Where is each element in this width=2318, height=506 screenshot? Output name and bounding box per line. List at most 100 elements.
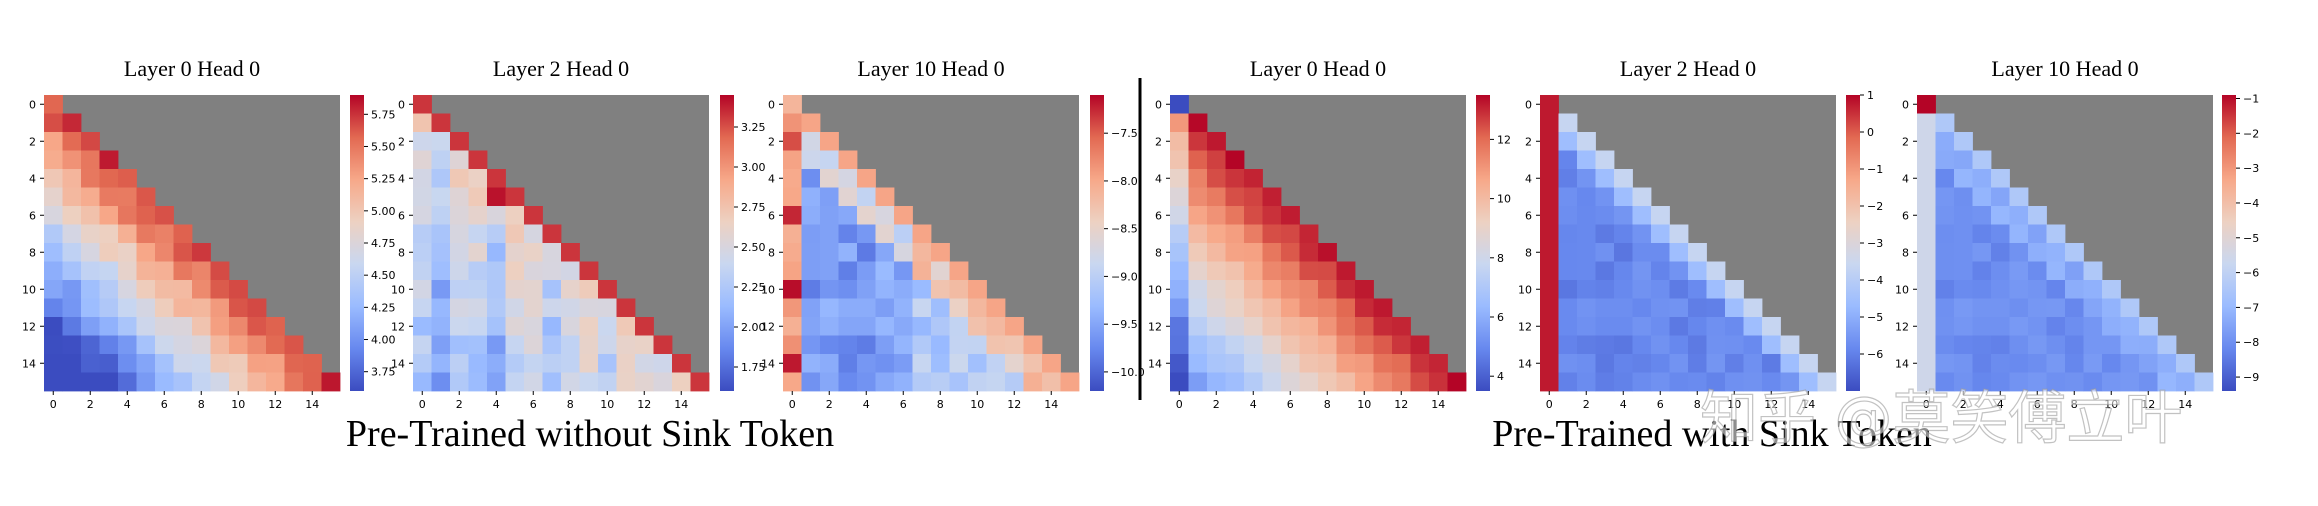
heatmap-cell [616,354,636,373]
x-tick-label: 2 [1213,398,1220,411]
colorbar-tick-label: 3.25 [741,121,766,134]
heatmap-cell [413,132,432,151]
heatmap-cell [783,206,802,225]
heatmap-cell [2046,317,2066,336]
heatmap-cell [1614,243,1633,262]
heatmap-cell [44,243,63,262]
heatmap-cell [1577,187,1596,207]
heatmap-cell [820,206,839,225]
heatmap-cell [62,298,82,318]
heatmap-cell [487,187,506,207]
heatmap-cell [875,243,895,262]
heatmap-cell [1207,206,1226,225]
heatmap-cell [875,280,895,299]
heatmap-cell [1281,372,1300,392]
heatmap-cell [1991,317,2010,336]
heatmap-cell [431,224,451,244]
y-tick-label: 10 [1518,283,1532,296]
heatmap-cell [1244,317,1263,336]
x-tick-label: 12 [1764,398,1778,411]
heatmap-cell [1262,354,1282,373]
heatmap-cell [44,317,63,336]
heatmap-cell [1577,261,1596,281]
heatmap-cell [1651,206,1670,225]
heatmap-cell [450,280,469,299]
heatmap-cell [1954,206,1973,225]
heatmap-cell [1614,169,1633,188]
heatmap-cell [931,280,950,299]
x-tick-label: 12 [1394,398,1408,411]
heatmap-cell [857,317,876,336]
colorbar [1846,95,1860,391]
heatmap-cell [1188,317,1208,336]
heatmap-cell [1577,298,1596,318]
heatmap-cell [1188,169,1208,188]
heatmap-cell [1991,261,2010,281]
colorbar-tick-label: 4 [1497,370,1504,383]
x-tick-label: 10 [970,398,984,411]
heatmap-cell [1429,354,1448,373]
x-tick-label: 10 [2104,398,2118,411]
heatmap-cell [1558,298,1578,318]
heatmap-cell [505,372,525,392]
heatmap-cell [912,335,932,355]
heatmap-cell [1244,169,1263,188]
heatmap-cell [1281,224,1300,244]
heatmap-cell [505,206,525,225]
heatmap-cell [1762,317,1781,336]
heatmap-cell [44,354,63,373]
heatmap-cell [2065,261,2084,281]
heatmap-cell [1355,317,1374,336]
heatmap-cell [949,317,969,336]
heatmap-cell [81,298,100,318]
heatmap-cell [894,317,913,336]
heatmap-cell [1651,354,1670,373]
heatmap-cell [321,372,341,392]
heatmap-cell [1558,261,1578,281]
heatmap-cell [229,335,248,355]
heatmap-cell [431,187,451,207]
heatmap-cell [1225,206,1245,225]
heatmap-cell [1972,169,1992,188]
heatmap-cell [1299,335,1319,355]
heatmap-cell [1991,224,2010,244]
y-tick-label: 12 [1148,320,1162,333]
heatmap-cell [1540,298,1559,318]
heatmap-cell [1207,187,1226,207]
heatmap-cell [561,372,580,392]
heatmap-cell [81,372,100,392]
y-tick-label: 14 [1895,357,1909,370]
heatmap-panel: Layer 2 Head 00 2 4 6 8 10 12 1402468101214−6−5… [1518,56,1883,411]
heatmap-cell [1595,261,1615,281]
heatmap-cell [1318,243,1337,262]
heatmap-cell [192,298,211,318]
heatmap-cell [1935,224,1955,244]
colorbar-tick-label: −9.0 [1111,270,1138,283]
heatmap-cell [468,317,488,336]
heatmap-cell [431,372,451,392]
y-tick-label: 2 [1525,135,1532,148]
heatmap-cell [1262,243,1282,262]
heatmap-cell [783,243,802,262]
heatmap-cell [820,261,839,281]
heatmap-cell [1318,298,1337,318]
heatmap-cell [413,187,432,207]
heatmap-cell [1336,280,1356,299]
heatmap-cell [894,335,913,355]
heatmap-cell [1954,317,1973,336]
heatmap-cell [1540,187,1559,207]
colorbar-tick-label: −8.5 [1111,223,1138,236]
x-tick-label: 14 [2178,398,2192,411]
x-tick-label: 2 [1583,398,1590,411]
heatmap-cell [1318,261,1337,281]
heatmap-cell [690,372,710,392]
heatmap-cell [579,317,599,336]
x-tick-label: 8 [567,398,574,411]
heatmap-cell [1005,335,1024,355]
heatmap-cell [210,317,230,336]
heatmap-cell [136,372,156,392]
heatmap-cell [949,280,969,299]
y-tick-label: 6 [398,209,405,222]
heatmap-cell [524,335,543,355]
heatmap-cell [1558,132,1578,151]
